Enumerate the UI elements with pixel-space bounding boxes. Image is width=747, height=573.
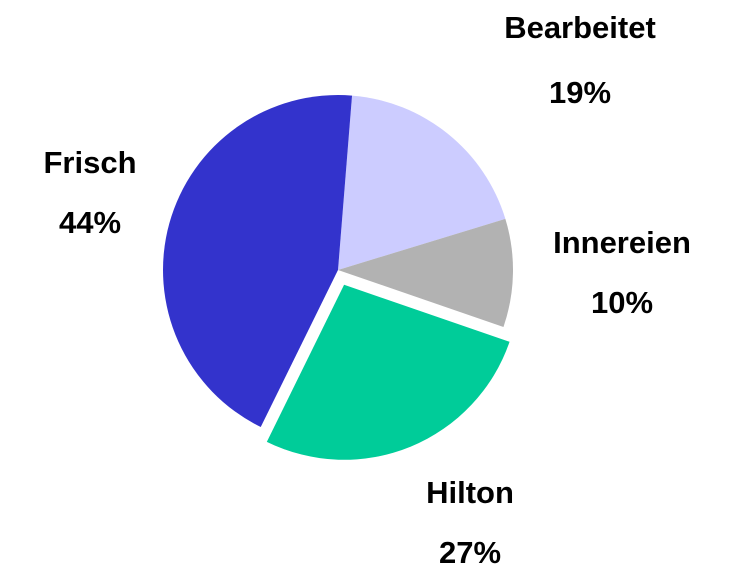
- slice-label: Bearbeitet: [504, 10, 656, 45]
- pie-slice: [338, 218, 513, 327]
- slice-value-label: 44%: [59, 205, 121, 240]
- pie-slice: [338, 95, 506, 271]
- pie-slice: [163, 95, 353, 428]
- slice-label: Frisch: [43, 145, 136, 180]
- slice-label: Innereien: [553, 225, 691, 260]
- slice-value-label: 19%: [549, 75, 611, 110]
- pie-slice: [266, 284, 510, 460]
- slice-label: Hilton: [426, 475, 514, 510]
- slice-value-label: 10%: [591, 285, 653, 320]
- slice-value-label: 27%: [439, 535, 501, 570]
